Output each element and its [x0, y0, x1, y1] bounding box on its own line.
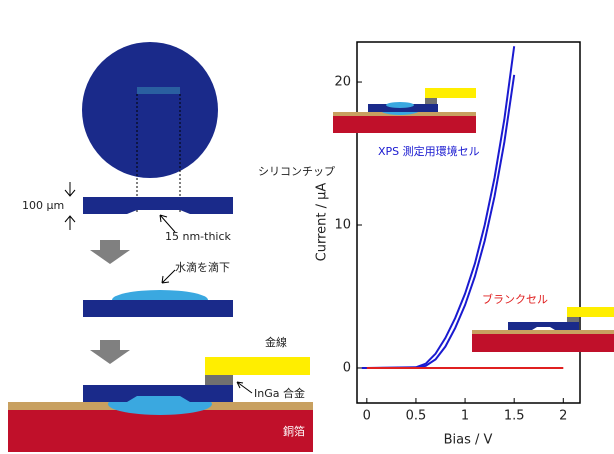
- diagram: シリコンチップ 100 μm 15 nm-thick 水滴を滴下 金線 InGa…: [8, 42, 335, 452]
- copper-foil: [333, 116, 476, 133]
- gold-wire: [567, 307, 614, 317]
- alloy-label: InGa 合金: [254, 386, 305, 400]
- inga-alloy: [425, 98, 437, 104]
- pointer: [237, 382, 252, 393]
- copper-layer: [472, 330, 614, 334]
- y-tick-label: 20: [334, 75, 351, 90]
- copper-foil: [472, 334, 614, 352]
- x-tick-label: 0: [363, 409, 371, 424]
- gold-wire: [205, 357, 310, 375]
- chip-side: [83, 197, 233, 214]
- x-tick-label: 1.5: [504, 409, 525, 424]
- chip-label: シリコンチップ: [258, 165, 335, 178]
- y-tick-label: 0: [343, 360, 351, 375]
- droplet: [386, 102, 414, 108]
- chip: [508, 322, 579, 330]
- thickness-arrows: [65, 182, 75, 230]
- x-tick-label: 2: [559, 409, 567, 424]
- inset-xps-cell: [333, 88, 476, 133]
- gold-wire: [425, 88, 476, 98]
- droplet-label: 水滴を滴下: [175, 260, 230, 274]
- annotation: XPS 測定用環境セル: [378, 144, 480, 158]
- wire-label: 金線: [265, 335, 287, 349]
- step-arrow: [90, 340, 130, 364]
- x-axis-label: Bias / V: [444, 433, 493, 448]
- annotation: ブランクセル: [482, 292, 548, 306]
- x-tick-label: 0.5: [406, 409, 427, 424]
- foil-label: 銅箔: [283, 424, 305, 438]
- step-arrow: [90, 240, 130, 264]
- pointer: [162, 270, 175, 283]
- inga-alloy: [205, 375, 233, 385]
- thickness-label: 100 μm: [22, 199, 64, 212]
- chip-top-view: [82, 42, 218, 178]
- figure: シリコンチップ 100 μm 15 nm-thick 水滴を滴下 金線 InGa…: [0, 0, 614, 454]
- membrane-label: 15 nm-thick: [165, 230, 232, 243]
- y-axis-label: Current / μA: [315, 183, 330, 262]
- membrane-window: [137, 87, 180, 94]
- inset-blank-cell: [472, 307, 614, 352]
- y-tick-label: 10: [334, 218, 351, 233]
- x-tick-label: 1: [461, 409, 469, 424]
- chip-side: [83, 300, 233, 317]
- copper-foil: [8, 410, 313, 452]
